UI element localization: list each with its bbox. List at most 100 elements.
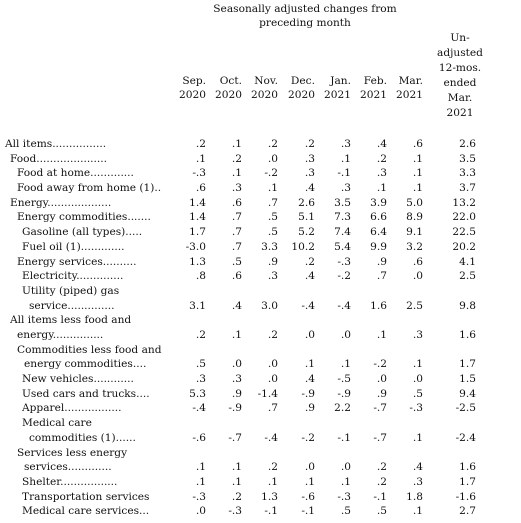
cell-value: 6.4 <box>370 226 387 239</box>
row-label: Energy................... <box>10 196 111 211</box>
cell-value: 3.3 <box>261 240 278 253</box>
row-label-line: Services less energy <box>17 446 128 459</box>
row-label-line: Energy services.......... <box>17 255 137 268</box>
cell-value: .3 <box>412 328 423 341</box>
cell-value: 1.4 <box>189 196 206 209</box>
row-label-line: Gasoline (all types)..... <box>22 226 143 239</box>
row-label-line: Fuel oil (1)............. <box>22 240 125 253</box>
cell-value: 1.3 <box>189 255 206 268</box>
cell-value: .1 <box>195 461 206 474</box>
cell-value: .1 <box>267 182 278 195</box>
cell-value: -.1 <box>264 505 278 518</box>
cell-value: -.2 <box>337 270 351 283</box>
cell-unadjusted-12mo: 22.5 <box>452 226 476 239</box>
cell-value: .1 <box>231 167 242 180</box>
cell-value: 3.1 <box>189 299 206 312</box>
row-label-line: Energy commodities....... <box>17 211 151 224</box>
cell-value: -.4 <box>337 299 351 312</box>
cell-value: -.3 <box>337 490 351 503</box>
row-label-line: Commodities less food and <box>17 343 162 356</box>
cell-value: .2 <box>376 475 387 488</box>
cell-value: .2 <box>231 152 242 165</box>
cell-unadjusted-12mo: 1.5 <box>459 373 476 386</box>
column-header-year: 2020 <box>179 89 206 101</box>
cell-value: 5.0 <box>406 196 423 209</box>
row-label-line: services............. <box>24 461 112 474</box>
row-label: Medical care commodities (1)...... <box>22 416 136 445</box>
cell-value: -3.0 <box>185 240 206 253</box>
cell-unadjusted-12mo: 3.5 <box>459 152 476 165</box>
cell-value: .1 <box>231 138 242 150</box>
row-label-line: energy commodities.... <box>24 358 147 371</box>
table-row: Medical care commodities (1)...... -.6 -.7 -… <box>0 416 521 445</box>
cell-unadjusted-12mo: -2.5 <box>455 402 476 415</box>
cell-value: .2 <box>267 461 278 474</box>
cell-unadjusted-12mo: 9.8 <box>459 299 476 312</box>
cell-unadjusted-12mo: 3.3 <box>459 167 476 180</box>
row-label: Apparel................. <box>22 401 122 416</box>
cell-unadjusted-12mo: 2.7 <box>459 505 476 518</box>
cell-value: 5.1 <box>298 211 315 224</box>
table-row: Apparel................. -.4 -.9 .7 .9 2.2 -.7… <box>0 401 521 416</box>
column-header-month: Jan. <box>330 75 351 87</box>
cell-value: 10.2 <box>291 240 315 253</box>
cell-value: -.1 <box>373 490 387 503</box>
row-label: Fuel oil (1)............. <box>22 240 125 255</box>
cell-value: .7 <box>267 196 278 209</box>
row-label: Shelter................. <box>22 475 117 490</box>
cell-value: 2.5 <box>406 299 423 312</box>
unadjusted-header-line: Mar. <box>447 92 473 104</box>
column-header-month: Oct. <box>219 75 242 87</box>
cell-value: .5 <box>195 358 206 371</box>
cell-value: .5 <box>267 211 278 224</box>
cell-value: -.9 <box>228 402 242 415</box>
cell-value: .9 <box>231 387 242 400</box>
cell-value: -.2 <box>373 358 387 371</box>
cell-value: 5.2 <box>298 226 315 239</box>
cell-value: 6.6 <box>370 211 387 224</box>
cell-value: .4 <box>304 182 315 195</box>
cell-value: .1 <box>340 152 351 165</box>
cell-value: -1.4 <box>257 387 278 400</box>
cell-value: .3 <box>267 270 278 283</box>
table-row: Food at home............. -.3 .1 -.2 .3 -.1 .3… <box>0 166 521 181</box>
cell-value: .1 <box>412 182 423 195</box>
table-row: Services less energy services............… <box>0 446 521 475</box>
cell-value: -.2 <box>264 167 278 180</box>
cell-value: .3 <box>376 167 387 180</box>
row-label: New vehicles............ <box>22 372 134 387</box>
cell-value: .2 <box>267 328 278 341</box>
row-label-line: Shelter................. <box>22 475 118 488</box>
row-label: Services less energy services............… <box>17 446 127 475</box>
row-label-line: All items less food and <box>10 314 132 327</box>
cell-value: .2 <box>195 328 206 341</box>
row-label-line: Medical care <box>22 417 92 430</box>
cell-value: -.3 <box>192 490 206 503</box>
cell-value: .1 <box>376 182 387 195</box>
column-header-jan-2021: Jan. 2021 <box>311 74 351 102</box>
column-header-year: 2021 <box>360 89 387 101</box>
table-row: Medical care services... .0 -.3 -.1 -.1 .5 .5.… <box>0 504 521 519</box>
cell-value: .1 <box>267 475 278 488</box>
cell-value: -.3 <box>409 402 423 415</box>
column-header-nov-2020: Nov. 2020 <box>238 74 278 102</box>
cell-value: .7 <box>231 211 242 224</box>
cell-value: 9.1 <box>406 226 423 239</box>
cell-value: .0 <box>231 358 242 371</box>
cell-value: .3 <box>340 182 351 195</box>
cell-unadjusted-12mo: 9.4 <box>459 387 476 400</box>
cell-unadjusted-12mo: 2.6 <box>459 138 476 150</box>
row-label-line: Apparel................. <box>22 402 122 415</box>
cell-unadjusted-12mo: 2.5 <box>459 270 476 283</box>
column-header-month: Sep. <box>182 75 206 87</box>
cell-value: -.3 <box>192 167 206 180</box>
row-label-line: energy............... <box>17 328 104 341</box>
cell-value: .3 <box>195 373 206 386</box>
row-label-line: Food at home............. <box>17 167 134 180</box>
table-row: Energy commodities....... 1.4 .7 .5 5.1 7.3 6.… <box>0 210 521 225</box>
cell-value: .0 <box>267 152 278 165</box>
row-label: Energy services.......... <box>17 255 136 270</box>
cell-value: .1 <box>231 461 242 474</box>
row-label-line: Energy................... <box>10 196 112 209</box>
